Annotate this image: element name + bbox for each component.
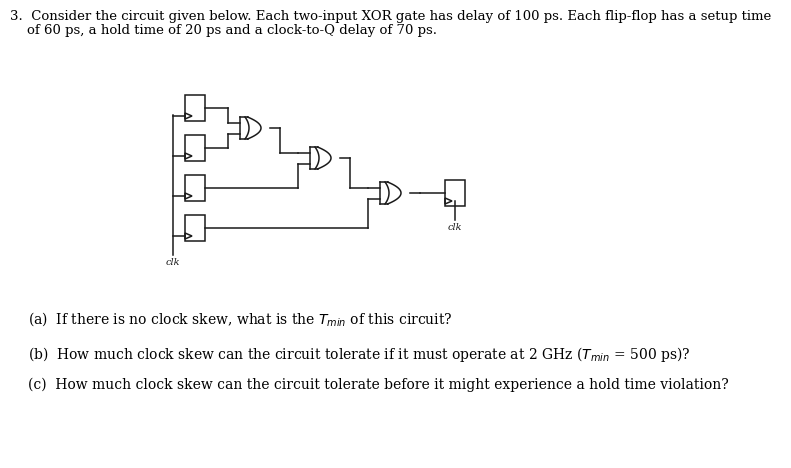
Bar: [185, 95, 205, 121]
Text: of 60 ps, a hold time of 20 ps and a clock-to-Q delay of 70 ps.: of 60 ps, a hold time of 20 ps and a clo…: [10, 24, 437, 37]
Text: 3.  Consider the circuit given below. Each two-input XOR gate has delay of 100 p: 3. Consider the circuit given below. Eac…: [10, 10, 771, 23]
Text: clk: clk: [166, 258, 180, 267]
Bar: [185, 215, 205, 241]
Bar: [185, 135, 205, 161]
Text: (b)  How much clock skew can the circuit tolerate if it must operate at 2 GHz ($: (b) How much clock skew can the circuit …: [28, 345, 691, 364]
Text: (c)  How much clock skew can the circuit tolerate before it might experience a h: (c) How much clock skew can the circuit …: [28, 378, 729, 392]
Text: (a)  If there is no clock skew, what is the $T_{min}$ of this circuit?: (a) If there is no clock skew, what is t…: [28, 310, 452, 328]
Text: clk: clk: [448, 223, 462, 232]
Bar: [185, 175, 205, 201]
Bar: [445, 180, 465, 206]
